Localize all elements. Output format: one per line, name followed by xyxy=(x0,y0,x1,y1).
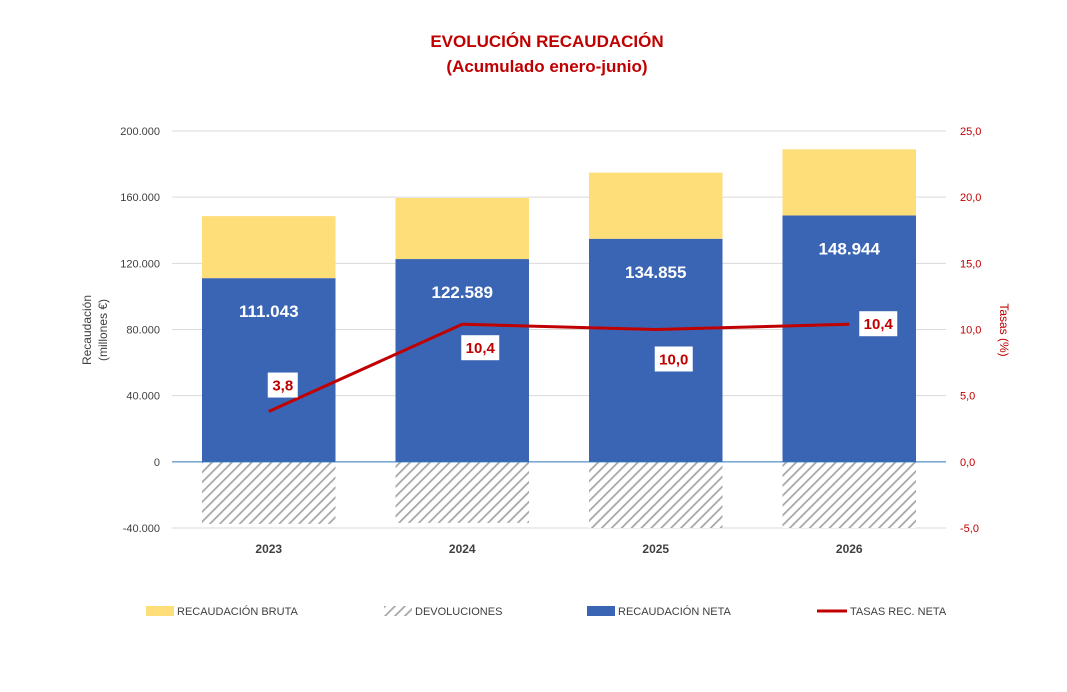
y-tick-label: 120.000 xyxy=(120,258,160,270)
rate-label-box xyxy=(654,346,693,372)
y-axis-unit-label: (millones €) xyxy=(96,299,110,361)
rate-value-label: 10,0 xyxy=(659,352,688,369)
rate-label-box xyxy=(461,335,500,361)
bar-value-label: 122.589 xyxy=(432,283,493,302)
bar-value-label: 148.944 xyxy=(819,239,881,258)
bar-devoluciones xyxy=(201,461,336,524)
y-tick-label: 80.000 xyxy=(126,325,160,337)
y-right-tick-label: 10,0 xyxy=(960,325,981,337)
bar-value-label: 134.855 xyxy=(625,263,686,282)
rate-label-box xyxy=(267,372,298,398)
y-tick-label: 200.000 xyxy=(120,126,160,138)
bar-recaudacion-bruta xyxy=(395,198,530,260)
y-right-tick-label: 5,0 xyxy=(960,391,975,403)
y-axis-right-label: Tasas (%) xyxy=(997,303,1011,356)
y-axis-label: Recaudación xyxy=(80,295,94,365)
y-right-tick-label: 0,0 xyxy=(960,457,975,469)
data-labels-layer: 111.043 122.589 134.855 148.944 3,8 10,4 10,0 1… xyxy=(239,239,898,398)
rate-value-label: 10,4 xyxy=(466,340,496,357)
y-right-tick-label: 20,0 xyxy=(960,192,981,204)
x-tick-label: 2025 xyxy=(642,542,669,556)
legend: RECAUDACIÓN BRUTA DEVOLUCIONES RECAUDACIÓN… xyxy=(146,605,947,618)
bars-layer xyxy=(201,149,917,528)
y-right-tick-label: -5,0 xyxy=(960,523,979,535)
chart-subtitle: (Acumulado enero-junio) xyxy=(446,57,647,76)
bar-devoluciones xyxy=(782,461,917,528)
bar-recaudacion-bruta xyxy=(201,216,336,279)
legend-label: RECAUDACIÓN BRUTA xyxy=(177,605,298,618)
legend-label: TASAS REC. NETA xyxy=(850,606,947,618)
legend-swatch-bruta xyxy=(146,606,174,616)
legend-swatch-devoluciones xyxy=(384,606,412,616)
bar-recaudacion-neta xyxy=(201,278,336,462)
bar-recaudacion-neta xyxy=(395,259,530,462)
bar-value-label: 111.043 xyxy=(239,302,299,321)
y-right-tick-label: 15,0 xyxy=(960,258,981,270)
axes-layer: -40.000 0 40.000 80.000 120.000 160.000 200.00… xyxy=(120,126,981,556)
legend-label: DEVOLUCIONES xyxy=(415,606,502,618)
bar-devoluciones xyxy=(588,461,723,528)
bar-devoluciones xyxy=(395,461,530,523)
bar-recaudacion-bruta xyxy=(782,149,917,216)
x-tick-label: 2026 xyxy=(836,542,863,556)
y-tick-label: 0 xyxy=(154,457,160,469)
x-tick-label: 2023 xyxy=(255,542,282,556)
x-tick-label: 2024 xyxy=(449,542,476,556)
rate-value-label: 10,4 xyxy=(864,316,894,333)
y-tick-label: 40.000 xyxy=(126,391,160,403)
rate-line xyxy=(268,322,850,413)
y-tick-label: -40.000 xyxy=(123,523,160,535)
bar-recaudacion-bruta xyxy=(588,172,723,239)
rate-label-box xyxy=(859,311,898,337)
legend-swatch-neta xyxy=(587,606,615,616)
rate-value-label: 3,8 xyxy=(272,378,293,395)
y-right-tick-label: 25,0 xyxy=(960,126,981,138)
y-tick-label: 160.000 xyxy=(120,192,160,204)
rate-line-layer xyxy=(268,322,850,413)
bar-recaudacion-neta xyxy=(782,215,917,462)
legend-label: RECAUDACIÓN NETA xyxy=(618,605,732,618)
chart-title: EVOLUCIÓN RECAUDACIÓN xyxy=(430,32,663,51)
